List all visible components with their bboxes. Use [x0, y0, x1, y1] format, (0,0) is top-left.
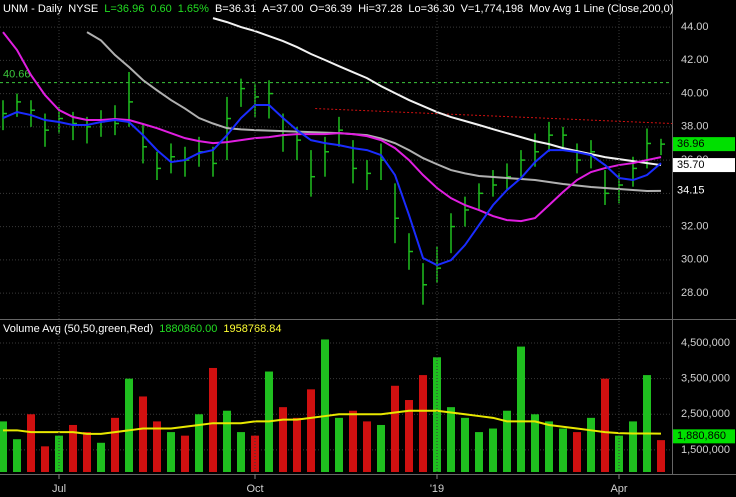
y-tick-label: 1,500,000 — [681, 444, 730, 456]
header-item: 1958768.84 — [223, 323, 281, 335]
y-tick-label: 32.00 — [681, 220, 709, 232]
moving-average-line — [3, 409, 662, 435]
header-item: V=1,774,198 — [461, 3, 524, 15]
volume-bar — [321, 339, 329, 472]
volume-bar — [419, 375, 427, 472]
volume-bar — [447, 407, 455, 472]
volume-bar — [153, 421, 161, 472]
volume-bar — [139, 396, 147, 472]
x-tick-label: Apr — [610, 483, 627, 495]
volume-bar — [125, 378, 133, 472]
volume-bar — [237, 432, 245, 472]
volume-bar — [27, 414, 35, 472]
y-tick-label: 3,500,000 — [681, 373, 730, 385]
header: UNM - Daily NYSE L=36.96 0.60 1.65% B=36.31 A=… — [3, 3, 673, 15]
volume-bar — [531, 414, 539, 472]
volume-bar — [363, 421, 371, 472]
header: Volume Avg (50,50,green,Red) 1880860.00 19… — [3, 323, 281, 335]
volume-bar — [335, 417, 343, 472]
y-tick-label: 38.00 — [681, 121, 709, 133]
reference-label: 40.66 — [3, 69, 31, 81]
volume-bar — [97, 442, 105, 472]
trendline — [315, 108, 673, 125]
volume-bar — [573, 432, 581, 472]
volume-bar — [111, 417, 119, 472]
volume-bar — [461, 417, 469, 472]
volume-bar — [391, 385, 399, 472]
header-item: UNM - Daily — [3, 3, 63, 15]
volume-bar — [279, 407, 287, 472]
volume-bar — [587, 417, 595, 472]
volume-bar — [13, 439, 21, 472]
x-tick-label: Jul — [52, 483, 66, 495]
y-tick-label: 28.00 — [681, 287, 709, 299]
end-label-box — [673, 429, 735, 444]
volume-bar — [405, 400, 413, 472]
header-item: Lo=36.30 — [408, 3, 454, 15]
volume-bar — [223, 410, 231, 472]
y-tick-label: 40.00 — [681, 87, 709, 99]
volume-bar — [0, 421, 7, 472]
header-item: A=37.00 — [262, 3, 303, 15]
header-item: 0.60 — [150, 3, 171, 15]
volume-bar — [643, 375, 651, 472]
volume-bar — [195, 414, 203, 472]
x-tick-label: '19 — [430, 483, 444, 495]
header-item: NYSE — [68, 3, 98, 15]
volume-bar — [41, 446, 49, 472]
header-item: O=36.39 — [310, 3, 353, 15]
end-label-box — [673, 183, 735, 198]
x-tick-label: Oct — [246, 483, 263, 495]
volume-bar — [209, 367, 217, 472]
volume-bar — [559, 428, 567, 472]
volume-bar — [657, 440, 665, 472]
y-tick-label: 2,500,000 — [681, 408, 730, 420]
header-item: 1.65% — [178, 3, 209, 15]
end-label-box — [673, 158, 735, 173]
end-label: 34.15 — [677, 185, 705, 197]
moving-average-line — [86, 31, 662, 192]
y-tick-label: 44.00 — [681, 21, 709, 33]
header-item: Mov Avg 1 Line (Close,200,0) — [529, 3, 673, 15]
volume-bar — [517, 346, 525, 472]
header-item: L=36.96 — [104, 3, 144, 15]
header-item: Volume Avg (50,50,green,Red) — [3, 323, 153, 335]
moving-average-line — [2, 31, 662, 223]
y-tick-label: 30.00 — [681, 254, 709, 266]
end-label: 35.70 — [677, 159, 705, 171]
volume-bar — [601, 378, 609, 472]
end-label-box — [673, 137, 735, 152]
volume-bar — [629, 421, 637, 472]
header-item: Hi=37.28 — [358, 3, 402, 15]
volume-bar — [293, 417, 301, 472]
moving-average-line — [2, 104, 662, 267]
volume-bar — [167, 432, 175, 472]
volume-bar — [69, 424, 77, 472]
end-label: 36.96 — [677, 138, 705, 150]
volume-bar — [503, 410, 511, 472]
y-tick-label: 42.00 — [681, 54, 709, 66]
volume-bar — [181, 435, 189, 472]
y-tick-label: 4,500,000 — [681, 337, 730, 349]
end-label: 1,880,860 — [677, 430, 726, 442]
volume-bar — [307, 389, 315, 472]
volume-bar — [377, 424, 385, 472]
header-item: B=36.31 — [215, 3, 256, 15]
header-item: 1880860.00 — [159, 323, 217, 335]
volume-bar — [83, 432, 91, 472]
volume-bar — [489, 428, 497, 472]
volume-bar — [475, 432, 483, 472]
volume-bar — [349, 410, 357, 472]
volume-bar — [545, 421, 553, 472]
